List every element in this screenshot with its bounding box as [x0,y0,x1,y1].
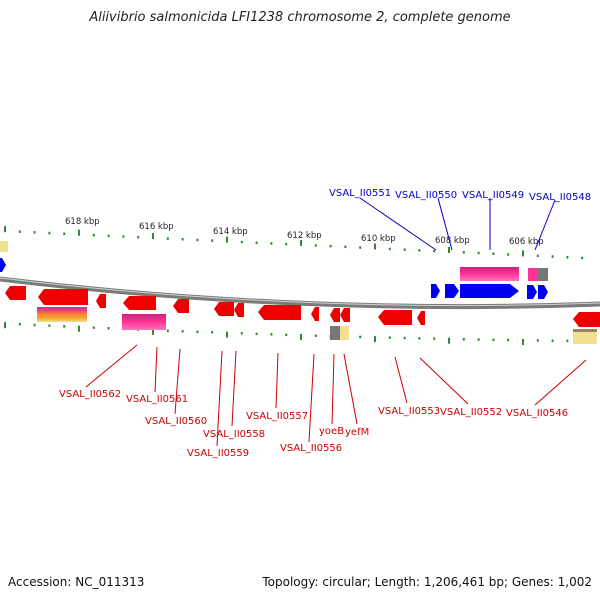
gene-arrow-vsal-ii0550[interactable] [445,284,459,298]
label-vsal-ii0550[interactable]: VSAL_II0550 [395,190,457,201]
gene-arrow-left-edge[interactable] [0,258,6,272]
gene-arrow-vsal-ii0557[interactable] [258,305,301,320]
domain-box-yefm [340,326,349,340]
kbp-label-610: 610 kbp [361,234,396,244]
reverse-label-leaders [85,344,587,447]
kbp-label-618: 618 kbp [65,217,100,227]
leader-vsal-ii0548 [534,199,556,251]
domain-box-0562-stripes [37,307,87,322]
kbp-label-612: 612 kbp [287,231,322,241]
scale-ticks-inner [4,322,584,345]
label-vsal-ii0557[interactable]: VSAL_II0557 [246,411,308,422]
chromosome-backbone [0,276,600,310]
gene-arrow-yefm[interactable] [340,308,350,322]
reverse-genes [5,286,600,327]
label-vsal-ii0558[interactable]: VSAL_II0558 [203,429,265,440]
domain-box-0548-gray [538,268,548,281]
domain-box-0546-top [573,329,597,332]
gene-arrow-r3[interactable] [96,294,106,308]
gene-arrow-vsal-ii0549[interactable] [460,284,519,298]
leader-vsal-ii0557 [275,352,279,409]
label-vsal-ii0549[interactable]: VSAL_II0549 [462,190,524,201]
accession-text: Accession: NC_011313 [8,575,145,589]
label-vsal-ii0552[interactable]: VSAL_II0552 [440,407,502,418]
leader-vsal-ii0551 [359,197,437,251]
forward-genes [0,258,548,299]
domain-box-0548-pink [528,268,538,281]
leader-vsal-ii0556 [308,353,315,443]
domain-box-0549 [460,267,519,281]
topology-text: Topology: circular; Length: 1,206,461 bp… [262,575,592,589]
scale-ticks-outer [4,226,584,260]
gene-arrow-vsal-ii0552[interactable] [417,311,425,325]
gene-arrow-vsal-ii0559[interactable] [234,303,244,317]
leader-yefm [343,353,358,425]
protein-domains [0,241,597,344]
gene-arrow-vsal-ii0546[interactable] [573,312,600,327]
leader-vsal-ii0559 [216,350,223,447]
kbp-label-606: 606 kbp [509,237,544,247]
domain-box-0561 [122,314,166,330]
label-vsal-ii0560[interactable]: VSAL_II0560 [145,416,207,427]
gene-arrow-vsal-ii0558[interactable] [214,302,234,316]
gene-arrow-vsal-ii0548a[interactable] [527,285,537,299]
leader-vsal-ii0560 [174,348,181,415]
scale-labels: 618 kbp 616 kbp 614 kbp 612 kbp 610 kbp … [65,217,544,247]
leader-vsal-ii0558 [231,350,237,427]
label-vsal-ii0548[interactable]: VSAL_II0548 [529,192,591,203]
map-title: Aliivibrio salmonicida LFI1238 chromosom… [89,10,511,25]
leader-vsal-ii0562 [85,344,138,388]
leader-vsal-ii0552 [419,357,469,405]
gene-arrow-vsal-ii0553[interactable] [378,310,412,325]
forward-label-leaders [359,197,556,251]
forward-gene-labels: VSAL_II0551 VSAL_II0550 VSAL_II0549 VSAL… [329,188,591,203]
label-vsal-ii0551[interactable]: VSAL_II0551 [329,188,391,199]
gene-arrow-vsal-ii0551[interactable] [431,284,440,298]
label-vsal-ii0559[interactable]: VSAL_II0559 [187,448,249,459]
gene-arrow-vsal-ii0561[interactable] [123,296,156,310]
reverse-gene-labels: VSAL_II0562 VSAL_II0561 VSAL_II0560 VSAL… [59,389,568,459]
leader-yoeb [331,353,335,425]
domain-box-yoeb [330,326,340,340]
kbp-label-616: 616 kbp [139,222,174,232]
gene-arrow-vsal-ii0556[interactable] [311,307,319,321]
label-vsal-ii0556[interactable]: VSAL_II0556 [280,443,342,454]
label-vsal-ii0553[interactable]: VSAL_II0553 [378,406,440,417]
label-vsal-ii0562[interactable]: VSAL_II0562 [59,389,121,400]
label-yefm[interactable]: yefM [345,427,369,438]
leader-vsal-ii0553 [394,356,408,404]
gene-arrow-vsal-ii0560[interactable] [173,299,189,313]
gene-arrow-yoeb[interactable] [330,308,340,322]
kbp-label-614: 614 kbp [213,227,248,237]
leader-vsal-ii0546 [534,359,587,406]
domain-box-left-edge [0,241,8,252]
domain-box-0546 [573,330,597,344]
gene-arrow-r1[interactable] [5,286,26,300]
kbp-label-608: 608 kbp [435,236,470,246]
label-yoeb[interactable]: yoeB [319,426,344,437]
leader-vsal-ii0561 [154,346,158,393]
gene-arrow-vsal-ii0562[interactable] [38,289,88,305]
chromosome-backbone-highlight [0,277,600,307]
label-vsal-ii0546[interactable]: VSAL_II0546 [506,408,568,419]
leader-vsal-ii0550 [437,197,453,251]
gene-arrow-vsal-ii0548b[interactable] [538,285,548,299]
label-vsal-ii0561[interactable]: VSAL_II0561 [126,394,188,405]
